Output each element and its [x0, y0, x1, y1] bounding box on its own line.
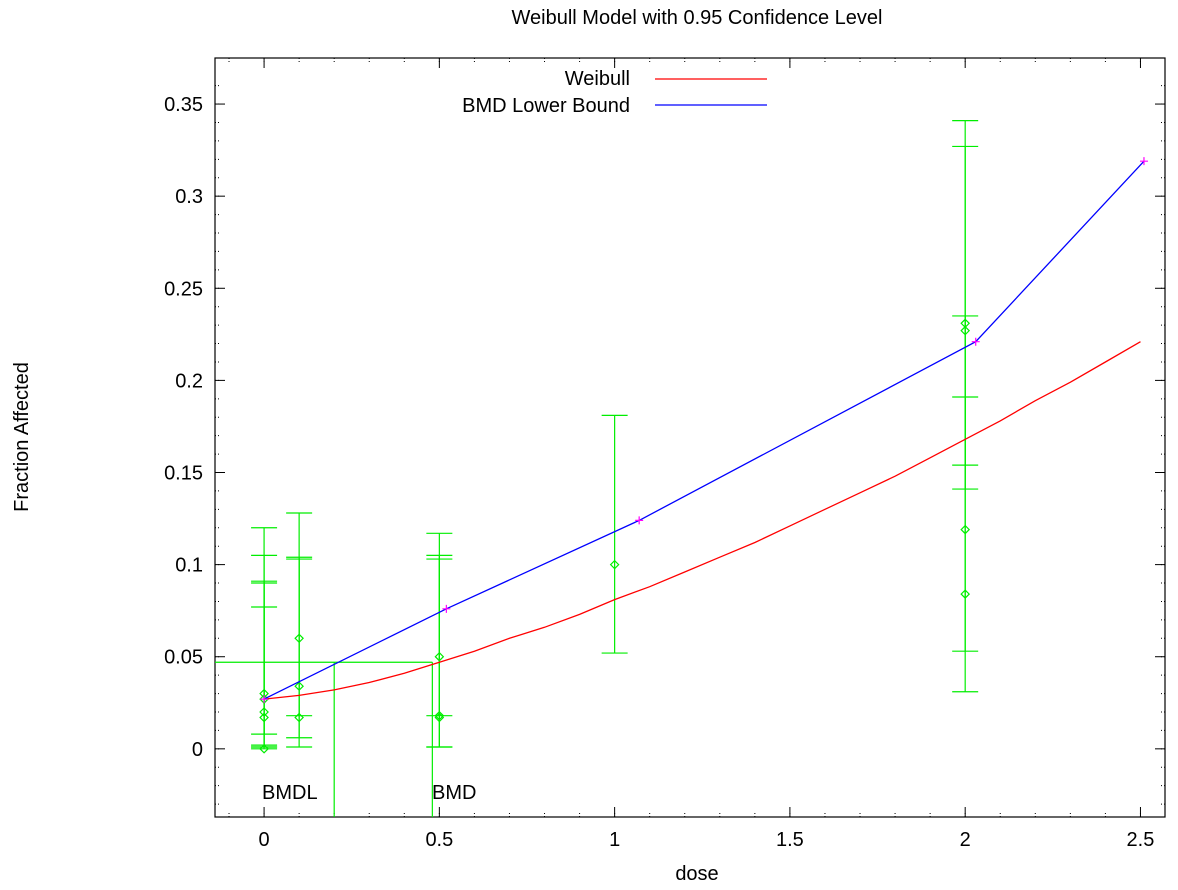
data-point	[609, 559, 620, 570]
x-axis-label: dose	[675, 863, 718, 885]
bmd-markers	[215, 661, 433, 817]
bmd-lower-bound-marker	[971, 337, 980, 346]
bmdl-label: BMDL	[262, 782, 318, 804]
y-tick-label: 0.25	[164, 278, 203, 300]
x-tick-label: 0.5	[425, 829, 453, 851]
bmd-label: BMD	[432, 782, 476, 804]
bmd-lower-bound-line	[263, 160, 1145, 700]
bmd-lower-bound-marker	[1139, 157, 1148, 166]
error-bars	[251, 120, 979, 754]
y-tick-label: 0.3	[175, 186, 203, 208]
x-tick-label: 0	[259, 829, 270, 851]
data-point	[259, 743, 269, 754]
x-tick-label: 2	[960, 829, 971, 851]
plot-area	[214, 57, 1166, 818]
x-tick-label: 1.5	[776, 829, 804, 851]
data-point	[434, 710, 445, 721]
x-tick-label: 1	[609, 829, 620, 851]
series-lines	[260, 157, 1148, 704]
y-tick-label: 0.1	[175, 555, 203, 577]
x-axis-ticks: 0 0.5 1 1.5 2 2.5	[228, 58, 1155, 851]
y-tick-label: 0.05	[164, 647, 203, 669]
data-point	[294, 712, 304, 723]
y-axis-label: Fraction Affected	[11, 362, 33, 512]
data-point	[960, 589, 971, 599]
y-tick-label: 0	[192, 739, 203, 761]
y-axis-ticks: 0 0.05 0.1 0.15 0.2 0.25 0.3 0.35	[164, 85, 1165, 805]
y-tick-label: 0.35	[164, 94, 203, 116]
legend-label-weibull: Weibull	[565, 68, 630, 90]
legend-label-bmd-lower-bound: BMD Lower Bound	[462, 95, 630, 117]
bmd-lower-bound-marker	[260, 695, 269, 704]
chart-title: Weibull Model with 0.95 Confidence Level	[512, 7, 883, 29]
plot-frame	[214, 57, 1166, 818]
legend: Weibull BMD Lower Bound	[462, 68, 767, 117]
x-tick-label: 2.5	[1127, 829, 1155, 851]
bmd-lower-bound-marker	[442, 604, 451, 613]
weibull-curve	[264, 341, 1141, 700]
y-tick-label: 0.2	[175, 370, 203, 392]
bmd-lower-bound-marker	[635, 516, 644, 525]
y-tick-label: 0.15	[164, 463, 203, 485]
